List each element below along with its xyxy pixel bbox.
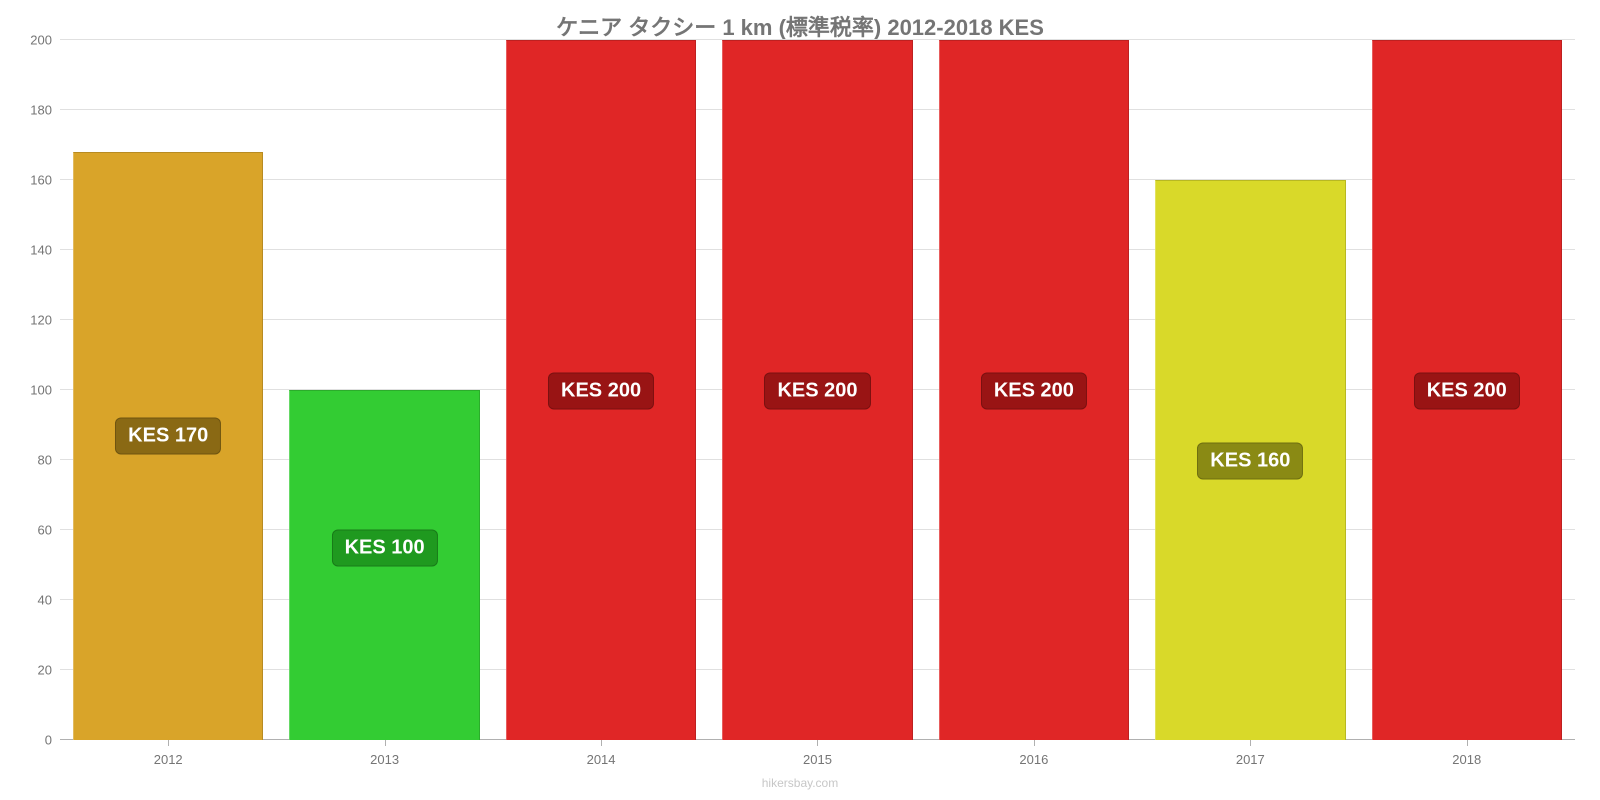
bar-value-label: KES 200 (764, 372, 870, 409)
bar-slot: KES 1702012 (60, 40, 276, 740)
x-axis-tick-label: 2012 (154, 752, 183, 767)
x-axis-tick-label: 2013 (370, 752, 399, 767)
x-axis-tick-label: 2018 (1452, 752, 1481, 767)
attribution-text: hikersbay.com (762, 776, 838, 790)
chart-title: ケニア タクシー 1 km (標準税率) 2012-2018 KES (0, 10, 1600, 42)
chart-container: ケニア タクシー 1 km (標準税率) 2012-2018 KES 02040… (0, 0, 1600, 800)
bar-slot: KES 1602017 (1142, 40, 1358, 740)
x-tick-mark (168, 740, 169, 746)
bar: KES 200 (506, 40, 696, 740)
bars-container: KES 1702012KES 1002013KES 2002014KES 200… (60, 40, 1575, 740)
bar-value-label: KES 170 (115, 418, 221, 455)
x-axis-tick-label: 2015 (803, 752, 832, 767)
x-tick-mark (1467, 740, 1468, 746)
y-axis-tick-label: 100 (30, 383, 52, 398)
bar: KES 100 (289, 390, 479, 740)
bar-slot: KES 2002015 (709, 40, 925, 740)
x-tick-mark (1034, 740, 1035, 746)
bar-slot: KES 1002013 (276, 40, 492, 740)
bar-value-label: KES 200 (981, 372, 1087, 409)
y-axis-tick-label: 140 (30, 243, 52, 258)
y-axis-tick-label: 160 (30, 173, 52, 188)
bar-value-label: KES 100 (332, 530, 438, 567)
bar-value-label: KES 200 (548, 372, 654, 409)
bar: KES 160 (1155, 180, 1345, 740)
y-axis-tick-label: 40 (38, 593, 52, 608)
x-tick-mark (1250, 740, 1251, 746)
x-tick-mark (385, 740, 386, 746)
bar: KES 170 (73, 152, 263, 740)
y-axis-tick-label: 0 (45, 733, 52, 748)
bar: KES 200 (722, 40, 912, 740)
bar: KES 200 (1372, 40, 1562, 740)
plot-area: 020406080100120140160180200 KES 1702012K… (60, 40, 1575, 740)
x-axis-tick-label: 2014 (587, 752, 616, 767)
bar: KES 200 (939, 40, 1129, 740)
y-axis-tick-label: 60 (38, 523, 52, 538)
x-tick-mark (817, 740, 818, 746)
x-axis-tick-label: 2017 (1236, 752, 1265, 767)
bar-slot: KES 2002016 (926, 40, 1142, 740)
x-axis-tick-label: 2016 (1019, 752, 1048, 767)
y-axis-tick-label: 80 (38, 453, 52, 468)
y-axis-tick-label: 120 (30, 313, 52, 328)
y-axis-tick-label: 200 (30, 33, 52, 48)
bar-slot: KES 2002014 (493, 40, 709, 740)
y-axis-tick-label: 180 (30, 103, 52, 118)
bar-value-label: KES 160 (1197, 442, 1303, 479)
x-tick-mark (601, 740, 602, 746)
bar-slot: KES 2002018 (1359, 40, 1575, 740)
bar-value-label: KES 200 (1414, 372, 1520, 409)
y-axis-tick-label: 20 (38, 663, 52, 678)
